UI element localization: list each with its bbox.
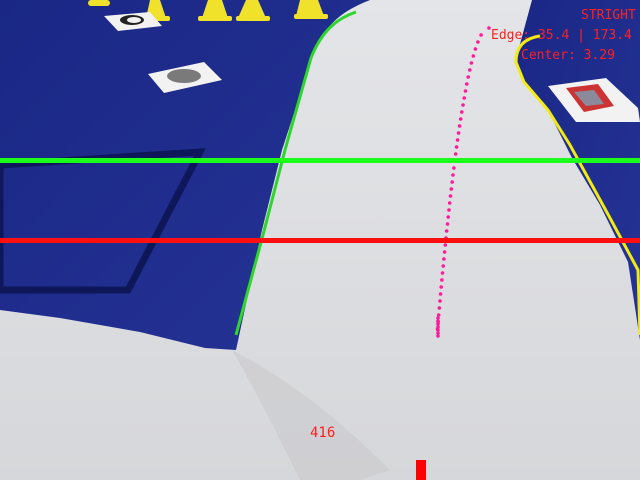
path-dot (452, 166, 456, 170)
path-dot (451, 173, 455, 177)
planned-path (435, 26, 491, 338)
fiducial-marker-icon (104, 12, 162, 31)
path-dot (460, 110, 464, 114)
path-dot (447, 201, 452, 205)
path-dot (473, 47, 478, 51)
fiducial-marker-icon (148, 62, 222, 93)
center-readout: Center: 3.29 (521, 48, 615, 63)
path-dot (443, 243, 448, 247)
path-dot (461, 103, 465, 107)
path-dot (440, 278, 444, 282)
path-dot (449, 187, 454, 191)
right-edge-line (514, 34, 640, 336)
path-dot (479, 33, 483, 37)
path-dot (457, 124, 462, 128)
path-dot (456, 131, 461, 135)
path-dot (436, 319, 440, 323)
path-dot (439, 285, 444, 289)
path-dot (463, 89, 468, 93)
fiducial-marker-icon (548, 78, 640, 122)
path-dot (444, 229, 449, 233)
path-dot (446, 215, 451, 219)
path-dot (436, 334, 440, 338)
path-dot (487, 26, 491, 30)
center-offset-readout: 416 (310, 425, 336, 441)
path-dot (437, 306, 442, 310)
path-dot (438, 292, 443, 296)
path-dot (442, 257, 446, 261)
left-edge-line (234, 10, 357, 336)
path-dot (436, 328, 440, 332)
mat-border-marking (0, 148, 206, 294)
path-dot (462, 96, 467, 100)
path-dot (448, 194, 453, 198)
path-dot (440, 271, 445, 275)
path-dot (438, 299, 442, 303)
center-marker (416, 460, 426, 480)
path-dot (442, 250, 447, 254)
path-dot (450, 180, 455, 184)
path-dot (436, 316, 440, 320)
path-dot (466, 75, 471, 79)
path-dot (468, 68, 472, 72)
floor-shadow (232, 350, 390, 480)
path-dot (436, 313, 441, 317)
path-dot (441, 264, 446, 268)
path-dot (436, 322, 440, 326)
path-dot (436, 325, 440, 329)
path-dot (454, 145, 459, 149)
path-dot (458, 117, 463, 121)
path-dot (447, 208, 451, 212)
path-dot (453, 152, 458, 156)
drive-mode-label: STRIGHT (581, 8, 636, 23)
edge-readout: Edge: 35.4 | 173.4 (491, 28, 632, 43)
path-dot (476, 40, 480, 44)
lower-scanline (0, 238, 640, 243)
path-dot (471, 54, 476, 58)
path-dot (445, 222, 450, 226)
path-dot (455, 138, 460, 142)
path-dot (465, 82, 469, 86)
path-dot (469, 61, 474, 65)
path-dot (436, 331, 440, 335)
upper-scanline (0, 158, 640, 163)
